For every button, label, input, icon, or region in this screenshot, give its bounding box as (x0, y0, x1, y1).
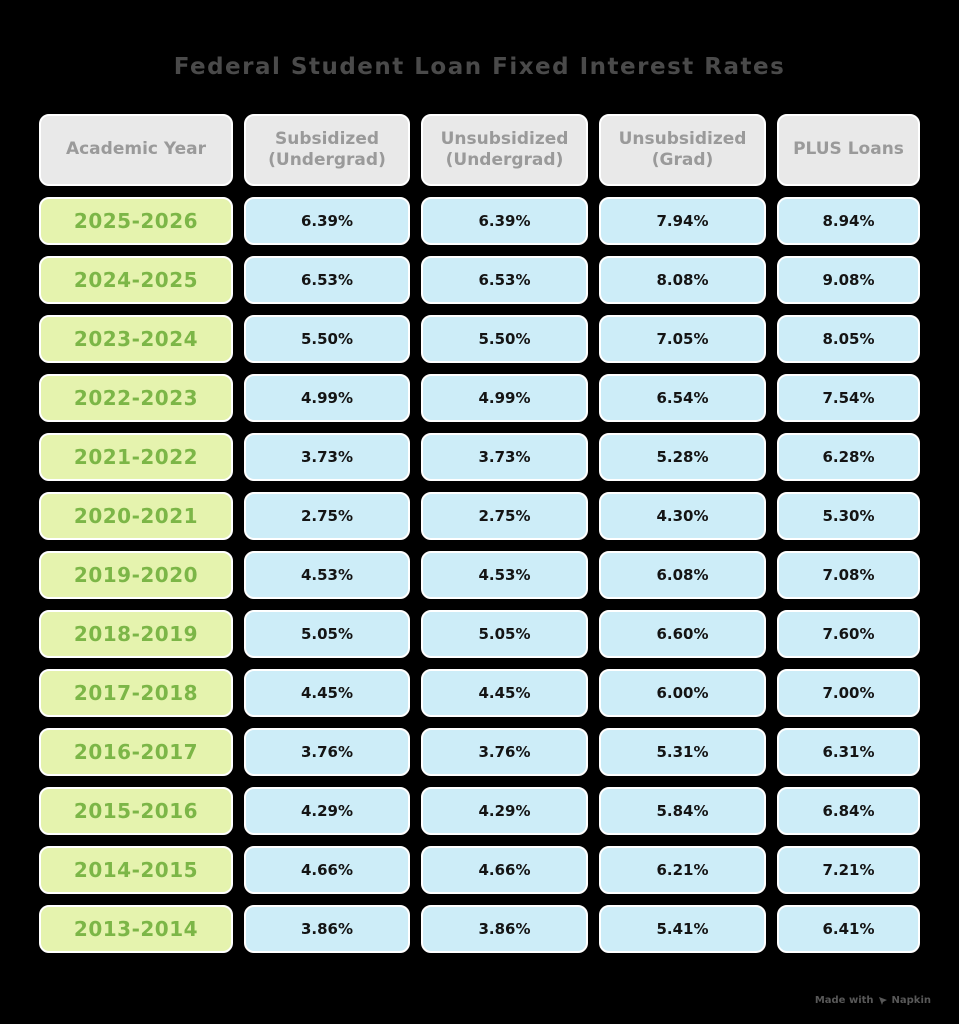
rate-cell: 7.05% (599, 315, 766, 363)
row-year-label: 2018-2019 (39, 610, 233, 658)
rate-cell: 7.21% (777, 846, 920, 894)
row-year-label: 2016-2017 (39, 728, 233, 776)
rate-cell: 4.29% (421, 787, 588, 835)
rate-cell: 4.99% (244, 374, 410, 422)
rate-cell: 3.73% (421, 433, 588, 481)
column-header-subsidized-undergrad: Subsidized (Undergrad) (244, 114, 410, 186)
rate-cell: 3.76% (421, 728, 588, 776)
rate-cell: 5.05% (421, 610, 588, 658)
rate-cell: 7.54% (777, 374, 920, 422)
napkin-brand-label: Napkin (891, 995, 931, 1006)
rate-cell: 4.66% (421, 846, 588, 894)
row-year-label: 2013-2014 (39, 905, 233, 953)
row-year-label: 2019-2020 (39, 551, 233, 599)
column-header-unsubsidized-undergrad: Unsubsidized (Undergrad) (421, 114, 588, 186)
rate-cell: 5.50% (421, 315, 588, 363)
rate-cell: 7.08% (777, 551, 920, 599)
made-with-label: Made with (814, 995, 874, 1006)
rate-cell: 6.84% (777, 787, 920, 835)
row-year-label: 2017-2018 (39, 669, 233, 717)
rate-cell: 7.94% (599, 197, 766, 245)
rate-cell: 4.53% (244, 551, 410, 599)
rate-cell: 2.75% (421, 492, 588, 540)
rate-cell: 3.86% (244, 905, 410, 953)
row-year-label: 2021-2022 (39, 433, 233, 481)
rate-cell: 4.29% (244, 787, 410, 835)
row-year-label: 2024-2025 (39, 256, 233, 304)
rate-cell: 6.54% (599, 374, 766, 422)
made-with-napkin: Made with Napkin (815, 995, 931, 1006)
rates-table: Academic Year Subsidized (Undergrad) Uns… (39, 114, 920, 953)
rate-cell: 8.08% (599, 256, 766, 304)
rate-cell: 6.00% (599, 669, 766, 717)
rate-cell: 5.05% (244, 610, 410, 658)
rate-cell: 5.50% (244, 315, 410, 363)
column-header-academic-year: Academic Year (39, 114, 233, 186)
rate-cell: 6.31% (777, 728, 920, 776)
rate-cell: 7.00% (777, 669, 920, 717)
rate-cell: 5.41% (599, 905, 766, 953)
row-year-label: 2015-2016 (39, 787, 233, 835)
rate-cell: 6.28% (777, 433, 920, 481)
rate-cell: 4.45% (421, 669, 588, 717)
rate-cell: 5.31% (599, 728, 766, 776)
rate-cell: 4.53% (421, 551, 588, 599)
rate-cell: 5.84% (599, 787, 766, 835)
row-year-label: 2025-2026 (39, 197, 233, 245)
rate-cell: 5.30% (777, 492, 920, 540)
column-header-plus-loans: PLUS Loans (777, 114, 920, 186)
row-year-label: 2022-2023 (39, 374, 233, 422)
rate-cell: 3.76% (244, 728, 410, 776)
rate-cell: 4.99% (421, 374, 588, 422)
rate-cell: 6.60% (599, 610, 766, 658)
rate-cell: 6.53% (244, 256, 410, 304)
row-year-label: 2023-2024 (39, 315, 233, 363)
rate-cell: 8.94% (777, 197, 920, 245)
row-year-label: 2014-2015 (39, 846, 233, 894)
rate-cell: 8.05% (777, 315, 920, 363)
column-header-unsubsidized-grad: Unsubsidized (Grad) (599, 114, 766, 186)
rate-cell: 7.60% (777, 610, 920, 658)
rate-cell: 2.75% (244, 492, 410, 540)
row-year-label: 2020-2021 (39, 492, 233, 540)
rate-cell: 6.41% (777, 905, 920, 953)
rate-cell: 9.08% (777, 256, 920, 304)
rate-cell: 6.39% (244, 197, 410, 245)
napkin-logo-icon (878, 996, 888, 1006)
rate-cell: 3.86% (421, 905, 588, 953)
rate-cell: 6.53% (421, 256, 588, 304)
rate-cell: 6.08% (599, 551, 766, 599)
rate-cell: 4.30% (599, 492, 766, 540)
rate-cell: 4.66% (244, 846, 410, 894)
rate-cell: 4.45% (244, 669, 410, 717)
rate-cell: 5.28% (599, 433, 766, 481)
rate-cell: 3.73% (244, 433, 410, 481)
rate-cell: 6.21% (599, 846, 766, 894)
page-title: Federal Student Loan Fixed Interest Rate… (173, 54, 786, 80)
rate-cell: 6.39% (421, 197, 588, 245)
